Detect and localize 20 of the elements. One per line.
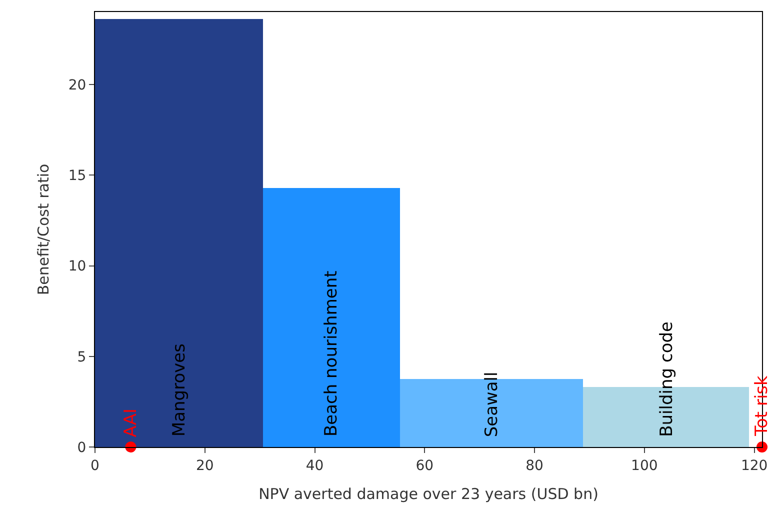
x-axis-title: NPV averted damage over 23 years (USD bn) [258,484,598,503]
text: Tot risk [752,375,772,437]
y-tick-label: 5 [77,349,86,366]
x-tick-label: 60 [416,458,434,474]
annotation: Mangroves [170,343,190,437]
annotation: Beach nourishment [322,270,342,437]
x-tick-label: 80 [526,458,544,474]
y-tick-label: 0 [77,440,86,456]
x-tick-label: 100 [631,458,658,474]
y-tick-label: 15 [68,168,86,184]
annotation: Building code [656,322,677,437]
x-tick-label: 40 [306,458,324,474]
x-tick-label: 0 [90,458,100,474]
text: AAI [121,408,142,438]
y-tick-label: 20 [68,77,86,94]
y-tick-label: 10 [68,258,86,275]
x-tick-label: 120 [740,458,768,474]
x-tick-label: 20 [196,458,214,474]
y-axis-title: Benefit/Cost ratio [34,164,53,296]
annotation: Seawall [482,372,502,438]
